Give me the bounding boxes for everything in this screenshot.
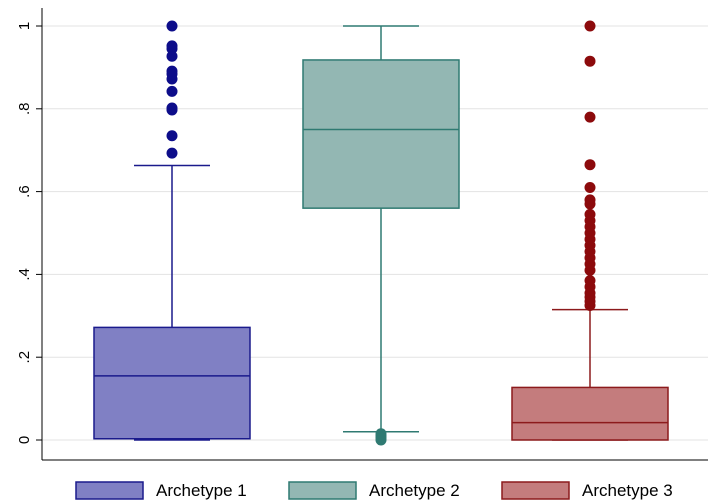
legend-swatch-3	[501, 481, 570, 500]
series-1-outlier-11	[166, 40, 178, 52]
y-tick-label-3: .6	[16, 185, 33, 198]
series-3-outlier-19	[584, 181, 596, 193]
series-1-outlier-2	[166, 130, 178, 142]
y-tick-label-0: 0	[16, 436, 33, 444]
series-3-outlier-22	[584, 55, 596, 67]
y-tick-label-2: .4	[16, 268, 33, 281]
y-tick-label-4: .8	[16, 103, 33, 116]
legend-swatch-2	[288, 481, 357, 500]
series-2-box	[302, 59, 460, 209]
series-3-outlier-20	[584, 159, 596, 171]
series-3-outlier-21	[584, 111, 596, 123]
series-1-box	[93, 326, 251, 440]
series-3-outlier-6	[584, 275, 596, 287]
series-3-outlier-18	[584, 194, 596, 206]
series-1-outlier-12	[166, 20, 178, 32]
series-1-outlier-1	[166, 147, 178, 159]
y-tick-label-5: 1	[16, 22, 33, 30]
series-1-outlier-8	[166, 65, 178, 77]
series-1-outlier-5	[166, 85, 178, 97]
legend-label-1: Archetype 1	[156, 481, 247, 500]
legend-label-3: Archetype 3	[582, 481, 673, 500]
series-3-outlier-16	[584, 208, 596, 220]
series-1-outlier-4	[166, 102, 178, 114]
series-2-outlier-4	[375, 428, 387, 440]
series-3-outlier-23	[584, 20, 596, 32]
legend-label-2: Archetype 2	[369, 481, 460, 500]
series-3-box	[511, 386, 669, 441]
y-tick-label-1: .2	[16, 351, 33, 364]
legend-swatch-1	[75, 481, 144, 500]
